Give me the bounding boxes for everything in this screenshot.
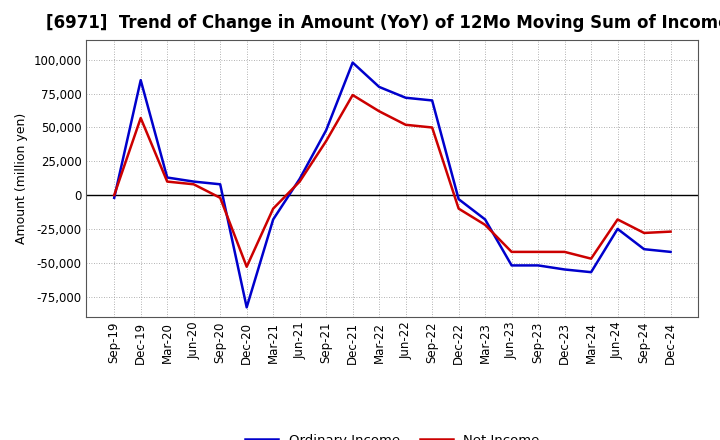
- Net Income: [534, 249, 542, 254]
- Net Income: [348, 92, 357, 98]
- Ordinary Income: [216, 182, 225, 187]
- Ordinary Income: [640, 246, 649, 252]
- Net Income: [428, 125, 436, 130]
- Net Income: [508, 249, 516, 254]
- Ordinary Income: [428, 98, 436, 103]
- Net Income: [216, 195, 225, 201]
- Net Income: [613, 217, 622, 222]
- Ordinary Income: [348, 60, 357, 65]
- Ordinary Income: [269, 217, 277, 222]
- Ordinary Income: [110, 195, 119, 201]
- Ordinary Income: [243, 304, 251, 310]
- Ordinary Income: [163, 175, 171, 180]
- Ordinary Income: [587, 270, 595, 275]
- Net Income: [640, 230, 649, 235]
- Net Income: [295, 179, 304, 184]
- Ordinary Income: [560, 267, 569, 272]
- Net Income: [375, 109, 384, 114]
- Net Income: [401, 122, 410, 128]
- Title: [6971]  Trend of Change in Amount (YoY) of 12Mo Moving Sum of Incomes: [6971] Trend of Change in Amount (YoY) o…: [45, 15, 720, 33]
- Net Income: [243, 264, 251, 269]
- Net Income: [163, 179, 171, 184]
- Net Income: [322, 138, 330, 143]
- Ordinary Income: [534, 263, 542, 268]
- Ordinary Income: [189, 179, 198, 184]
- Net Income: [560, 249, 569, 254]
- Net Income: [189, 182, 198, 187]
- Net Income: [481, 222, 490, 227]
- Ordinary Income: [322, 128, 330, 133]
- Ordinary Income: [401, 95, 410, 100]
- Ordinary Income: [481, 217, 490, 222]
- Net Income: [136, 115, 145, 121]
- Ordinary Income: [666, 249, 675, 254]
- Line: Net Income: Net Income: [114, 95, 670, 267]
- Line: Ordinary Income: Ordinary Income: [114, 62, 670, 307]
- Ordinary Income: [454, 197, 463, 202]
- Ordinary Income: [508, 263, 516, 268]
- Ordinary Income: [136, 77, 145, 83]
- Ordinary Income: [375, 84, 384, 90]
- Net Income: [587, 256, 595, 261]
- Legend: Ordinary Income, Net Income: Ordinary Income, Net Income: [240, 429, 545, 440]
- Net Income: [110, 192, 119, 198]
- Ordinary Income: [613, 226, 622, 231]
- Net Income: [666, 229, 675, 234]
- Ordinary Income: [295, 176, 304, 182]
- Net Income: [269, 206, 277, 211]
- Net Income: [454, 206, 463, 211]
- Y-axis label: Amount (million yen): Amount (million yen): [15, 113, 28, 244]
